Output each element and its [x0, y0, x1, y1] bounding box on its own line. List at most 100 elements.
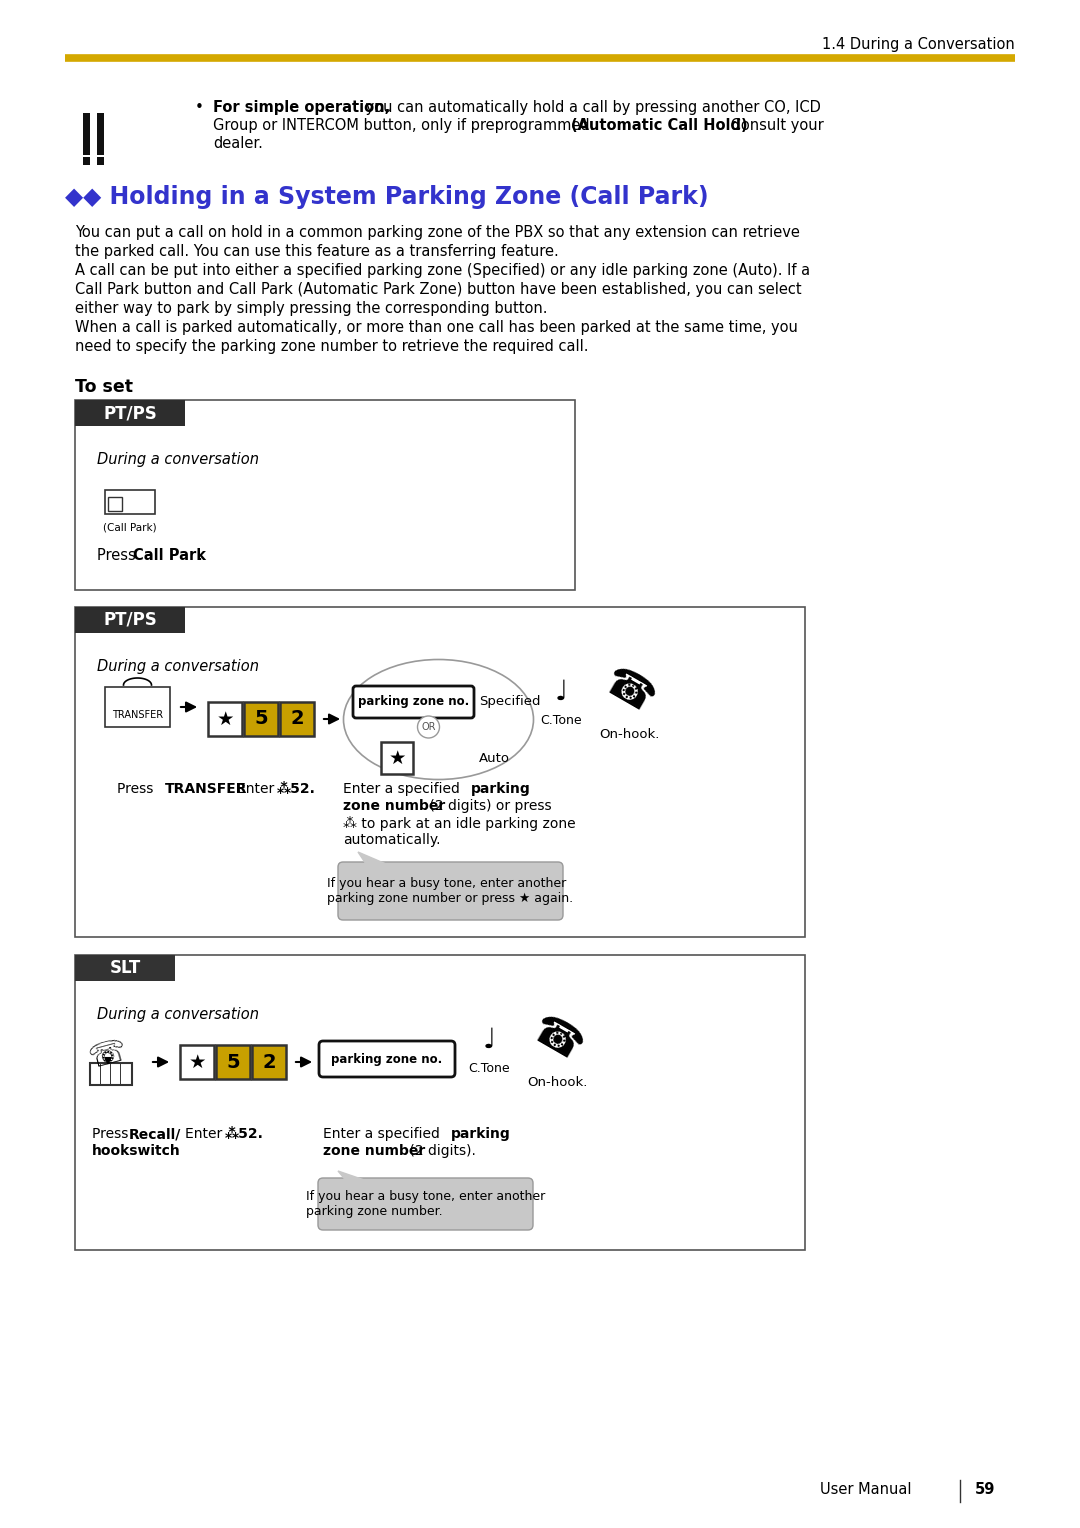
FancyBboxPatch shape	[83, 113, 90, 154]
Text: (2 digits).: (2 digits).	[405, 1144, 476, 1158]
Text: If you hear a busy tone, enter another
parking zone number.: If you hear a busy tone, enter another p…	[306, 1190, 545, 1218]
Text: TRANSFER: TRANSFER	[164, 782, 247, 796]
FancyBboxPatch shape	[319, 1041, 455, 1077]
Text: zone number: zone number	[343, 799, 445, 813]
Polygon shape	[338, 1170, 373, 1183]
FancyBboxPatch shape	[105, 688, 170, 727]
Text: 5: 5	[226, 1053, 240, 1071]
Text: automatically.: automatically.	[343, 833, 441, 847]
Text: ★: ★	[188, 1053, 206, 1071]
Text: .: .	[165, 1144, 170, 1158]
FancyBboxPatch shape	[244, 701, 278, 736]
FancyBboxPatch shape	[75, 955, 175, 981]
Text: Enter: Enter	[237, 782, 279, 796]
Text: ☏: ☏	[85, 1036, 131, 1074]
Text: C.Tone: C.Tone	[469, 1062, 510, 1074]
Text: PT/PS: PT/PS	[103, 611, 157, 630]
Text: Consult your: Consult your	[726, 118, 824, 133]
Text: During a conversation: During a conversation	[97, 659, 259, 674]
Text: ⁂52.: ⁂52.	[225, 1128, 264, 1141]
Text: For simple operation,: For simple operation,	[213, 99, 390, 115]
Text: .: .	[237, 782, 241, 796]
Text: (2 digits) or press: (2 digits) or press	[426, 799, 552, 813]
Text: .: .	[197, 549, 202, 562]
Text: parking: parking	[471, 782, 530, 796]
FancyBboxPatch shape	[108, 497, 122, 510]
Text: SLT: SLT	[109, 960, 140, 976]
FancyBboxPatch shape	[180, 1045, 214, 1079]
FancyBboxPatch shape	[75, 400, 575, 590]
Text: ♩: ♩	[483, 1025, 496, 1054]
Text: Press: Press	[97, 549, 140, 562]
FancyBboxPatch shape	[75, 955, 805, 1250]
Text: Enter a specified: Enter a specified	[343, 782, 464, 796]
Text: Enter a specified: Enter a specified	[323, 1128, 444, 1141]
Text: Enter: Enter	[185, 1128, 227, 1141]
Text: Auto: Auto	[480, 752, 510, 764]
Text: 1.4 During a Conversation: 1.4 During a Conversation	[822, 38, 1015, 52]
Text: 59: 59	[975, 1482, 996, 1497]
Text: When a call is parked automatically, or more than one call has been parked at th: When a call is parked automatically, or …	[75, 319, 798, 335]
Text: ◆◆ Holding in a System Parking Zone (Call Park): ◆◆ Holding in a System Parking Zone (Cal…	[65, 185, 708, 209]
Text: ⁂ to park at an idle parking zone: ⁂ to park at an idle parking zone	[343, 816, 576, 831]
Text: On-hook.: On-hook.	[527, 1077, 588, 1089]
Text: dealer.: dealer.	[213, 136, 262, 151]
Text: parking: parking	[451, 1128, 511, 1141]
Text: TRANSFER: TRANSFER	[112, 711, 163, 720]
Text: OR: OR	[421, 723, 435, 732]
Text: 5: 5	[254, 709, 268, 729]
Text: •: •	[195, 99, 204, 115]
FancyBboxPatch shape	[280, 701, 314, 736]
Text: Call Park button and Call Park (Automatic Park Zone) button have been establishe: Call Park button and Call Park (Automati…	[75, 283, 801, 296]
Text: PT/PS: PT/PS	[103, 403, 157, 422]
Text: A call can be put into either a specified parking zone (Specified) or any idle p: A call can be put into either a specifie…	[75, 263, 810, 278]
Text: hookswitch: hookswitch	[92, 1144, 180, 1158]
Text: ⁂52.: ⁂52.	[276, 782, 315, 796]
FancyBboxPatch shape	[97, 157, 104, 165]
Text: Recall/: Recall/	[129, 1128, 181, 1141]
Text: To set: To set	[75, 377, 133, 396]
Text: ♩: ♩	[554, 678, 568, 706]
FancyBboxPatch shape	[338, 862, 563, 920]
Text: (Call Park): (Call Park)	[104, 523, 157, 533]
Text: the parked call. You can use this feature as a transferring feature.: the parked call. You can use this featur…	[75, 244, 558, 260]
Text: If you hear a busy tone, enter another
parking zone number or press ★ again.: If you hear a busy tone, enter another p…	[327, 877, 573, 905]
Text: you can automatically hold a call by pressing another CO, ICD: you can automatically hold a call by pre…	[361, 99, 821, 115]
FancyBboxPatch shape	[208, 701, 242, 736]
Text: zone number: zone number	[323, 1144, 426, 1158]
FancyBboxPatch shape	[75, 607, 185, 633]
Circle shape	[418, 717, 440, 738]
Text: (Automatic Call Hold): (Automatic Call Hold)	[571, 118, 747, 133]
Text: You can put a call on hold in a common parking zone of the PBX so that any exten: You can put a call on hold in a common p…	[75, 225, 800, 240]
FancyBboxPatch shape	[97, 113, 104, 154]
Text: On-hook.: On-hook.	[598, 729, 659, 741]
Text: parking zone no.: parking zone no.	[332, 1053, 443, 1065]
Text: 2: 2	[262, 1053, 275, 1071]
Text: Group or INTERCOM button, only if preprogrammed.: Group or INTERCOM button, only if prepro…	[213, 118, 599, 133]
FancyBboxPatch shape	[216, 1045, 249, 1079]
FancyBboxPatch shape	[353, 686, 474, 718]
Text: ★: ★	[388, 749, 406, 767]
FancyBboxPatch shape	[381, 743, 413, 775]
FancyBboxPatch shape	[252, 1045, 286, 1079]
Text: During a conversation: During a conversation	[97, 1007, 259, 1022]
FancyBboxPatch shape	[83, 157, 90, 165]
Text: Press: Press	[117, 782, 158, 796]
FancyBboxPatch shape	[75, 400, 185, 426]
Text: Specified: Specified	[480, 695, 540, 709]
Text: ☎: ☎	[524, 1008, 590, 1071]
Text: ★: ★	[216, 709, 233, 729]
Text: C.Tone: C.Tone	[540, 714, 582, 726]
FancyBboxPatch shape	[105, 490, 156, 513]
FancyBboxPatch shape	[318, 1178, 534, 1230]
Text: ☎: ☎	[596, 660, 662, 723]
Text: 2: 2	[291, 709, 303, 729]
Ellipse shape	[343, 660, 534, 779]
FancyBboxPatch shape	[75, 607, 805, 937]
Text: Press: Press	[92, 1128, 133, 1141]
Text: need to specify the parking zone number to retrieve the required call.: need to specify the parking zone number …	[75, 339, 589, 354]
Text: Call Park: Call Park	[133, 549, 206, 562]
FancyBboxPatch shape	[90, 1063, 132, 1085]
Polygon shape	[357, 853, 393, 866]
Text: During a conversation: During a conversation	[97, 452, 259, 468]
